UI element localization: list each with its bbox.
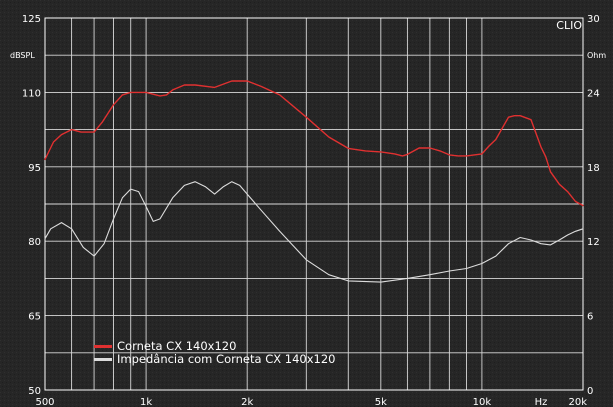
y-right-tick-label: 24: [587, 88, 600, 99]
y-right-tick-label: 0: [587, 386, 593, 397]
y-right-tick-label: 30: [587, 14, 600, 25]
x-tick-label: Hz: [535, 397, 548, 407]
legend: Corneta CX 140x120 Impedância com Cornet…: [94, 339, 335, 366]
y-left-tick-label: 125: [22, 14, 41, 25]
y-left-tick-label: 50: [28, 386, 41, 397]
x-tick-label: 5k: [375, 397, 387, 407]
spl-response-line: [44, 80, 584, 207]
y-left-tick-label: 95: [28, 163, 41, 174]
x-tick-label: 2k: [241, 397, 253, 407]
right-unit-label: Ohm: [587, 51, 606, 60]
y-left-tick-label: 80: [28, 237, 41, 248]
legend-label-impedance: Impedância com Corneta CX 140x120: [117, 352, 335, 366]
x-tick-label: 500: [35, 397, 54, 407]
left-unit-label: dBSPL: [10, 51, 35, 60]
y-left-tick-label: 110: [22, 88, 41, 99]
y-right-tick-label: 6: [587, 312, 593, 323]
y-right-tick-label: 18: [587, 163, 600, 174]
series-layer: [44, 80, 584, 283]
y-left-tick-label: 65: [28, 312, 41, 323]
tick-labels: 125 110 95 80 65 50 30 24 18 12 6 0 500 1k 2k 5k 10k Hz 20…: [22, 14, 600, 407]
clio-brand-label: CLIO: [556, 19, 582, 32]
x-tick-label: 20k: [568, 397, 587, 407]
legend-label-spl: Corneta CX 140x120: [117, 339, 236, 353]
x-tick-label: 10k: [473, 397, 492, 407]
grid: [45, 18, 583, 390]
plot-frame: [44, 17, 584, 391]
x-tick-label: 1k: [140, 397, 152, 407]
legend-swatch-spl: [94, 345, 112, 348]
y-right-tick-label: 12: [587, 237, 600, 248]
legend-swatch-impedance: [94, 358, 112, 361]
impedance-line: [44, 181, 584, 283]
